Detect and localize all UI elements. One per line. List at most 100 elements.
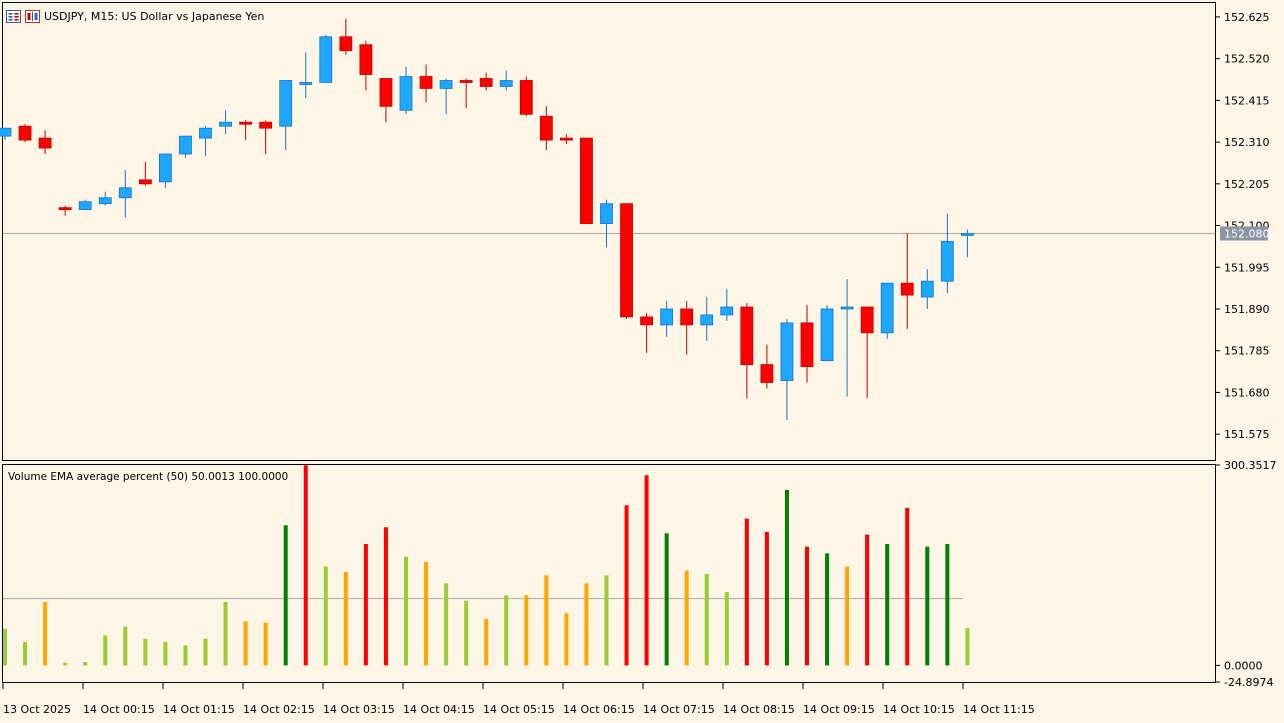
volume-bar[interactable] bbox=[865, 534, 870, 666]
volume-bar[interactable] bbox=[945, 543, 950, 666]
candle[interactable] bbox=[339, 18, 353, 55]
candle[interactable] bbox=[479, 72, 493, 91]
candle[interactable] bbox=[780, 318, 794, 421]
volume-bar[interactable] bbox=[404, 556, 408, 666]
candle[interactable] bbox=[660, 301, 674, 337]
candle[interactable] bbox=[560, 134, 573, 145]
volume-bar[interactable] bbox=[724, 591, 729, 666]
volume-bar[interactable] bbox=[744, 518, 749, 666]
volume-bar[interactable] bbox=[63, 662, 68, 666]
candle[interactable] bbox=[98, 191, 112, 206]
volume-bar[interactable] bbox=[825, 553, 830, 666]
candle[interactable] bbox=[179, 135, 192, 158]
volume-bar[interactable] bbox=[3, 628, 7, 666]
candle[interactable] bbox=[740, 303, 754, 399]
candle[interactable] bbox=[920, 269, 934, 309]
volume-bar[interactable] bbox=[444, 583, 449, 666]
volume-bar[interactable] bbox=[684, 570, 689, 666]
volume-bar[interactable] bbox=[885, 543, 890, 666]
candle[interactable] bbox=[439, 78, 453, 115]
candle[interactable] bbox=[720, 289, 734, 321]
candle[interactable] bbox=[840, 279, 854, 397]
candle[interactable] bbox=[700, 297, 714, 341]
volume-bar[interactable] bbox=[905, 507, 910, 666]
one-click-trading-icon[interactable] bbox=[25, 9, 40, 23]
candle[interactable] bbox=[78, 199, 92, 211]
volume-bar[interactable] bbox=[363, 543, 368, 666]
candle[interactable] bbox=[299, 52, 313, 99]
volume-bar[interactable] bbox=[784, 489, 789, 666]
volume-bar[interactable] bbox=[764, 531, 769, 666]
volume-bar[interactable] bbox=[584, 583, 589, 666]
candle[interactable] bbox=[259, 120, 273, 155]
volume-bar[interactable] bbox=[484, 618, 489, 666]
volume-bar[interactable] bbox=[644, 475, 649, 666]
candle[interactable] bbox=[580, 137, 593, 224]
volume-bar[interactable] bbox=[303, 465, 308, 666]
candle[interactable] bbox=[279, 80, 293, 151]
candle[interactable] bbox=[820, 305, 834, 362]
candle[interactable] bbox=[880, 282, 894, 339]
volume-bar[interactable] bbox=[504, 595, 509, 666]
volume-bar[interactable] bbox=[424, 561, 429, 666]
volume-bar[interactable] bbox=[143, 638, 148, 666]
candle[interactable] bbox=[158, 153, 172, 188]
volume-bar[interactable] bbox=[283, 525, 288, 666]
volume-bar[interactable] bbox=[323, 566, 328, 666]
candle[interactable] bbox=[0, 127, 12, 141]
volume-bar[interactable] bbox=[805, 546, 809, 666]
volume-bar[interactable] bbox=[664, 533, 669, 666]
volume-bar[interactable] bbox=[43, 602, 48, 666]
candle[interactable] bbox=[58, 205, 72, 216]
volume-bar[interactable] bbox=[965, 628, 970, 666]
candle[interactable] bbox=[900, 233, 914, 329]
candle[interactable] bbox=[118, 169, 132, 218]
candle[interactable] bbox=[138, 161, 152, 186]
volume-bar[interactable] bbox=[544, 575, 549, 666]
candle[interactable] bbox=[760, 344, 774, 389]
volume-bar[interactable] bbox=[263, 622, 268, 666]
candle[interactable] bbox=[620, 203, 633, 319]
candle[interactable] bbox=[319, 34, 333, 83]
candle[interactable] bbox=[961, 229, 974, 258]
volume-bar[interactable] bbox=[343, 571, 348, 666]
candle[interactable] bbox=[38, 130, 52, 155]
volume-pane[interactable] bbox=[2, 464, 1216, 683]
candle[interactable] bbox=[239, 120, 253, 141]
volume-bar[interactable] bbox=[624, 505, 629, 666]
volume-bar[interactable] bbox=[524, 595, 529, 666]
candle[interactable] bbox=[680, 301, 694, 355]
candle[interactable] bbox=[539, 106, 553, 151]
candle[interactable] bbox=[600, 199, 613, 248]
volume-bar[interactable] bbox=[103, 635, 108, 666]
volume-bar[interactable] bbox=[23, 642, 28, 666]
candle[interactable] bbox=[459, 78, 473, 109]
candle[interactable] bbox=[18, 124, 32, 143]
candle[interactable] bbox=[800, 305, 814, 383]
volume-bar[interactable] bbox=[564, 613, 569, 666]
candle[interactable] bbox=[219, 110, 232, 135]
volume-bar[interactable] bbox=[243, 621, 248, 666]
volume-bar[interactable] bbox=[845, 566, 850, 666]
candle[interactable] bbox=[940, 213, 954, 294]
volume-bar[interactable] bbox=[925, 546, 930, 666]
candle[interactable] bbox=[499, 70, 513, 91]
volume-bar[interactable] bbox=[383, 527, 388, 666]
candle[interactable] bbox=[519, 76, 533, 117]
volume-bar[interactable] bbox=[203, 638, 208, 666]
candle[interactable] bbox=[419, 64, 433, 103]
candle[interactable] bbox=[860, 306, 874, 399]
volume-bar[interactable] bbox=[83, 662, 88, 666]
candle[interactable] bbox=[640, 312, 653, 353]
candle[interactable] bbox=[379, 78, 393, 123]
volume-bar[interactable] bbox=[464, 600, 469, 666]
candle[interactable] bbox=[199, 126, 212, 156]
price-pane[interactable] bbox=[2, 2, 1216, 461]
chart-properties-icon[interactable] bbox=[6, 9, 21, 23]
volume-bar[interactable] bbox=[163, 642, 168, 666]
volume-bar[interactable] bbox=[704, 573, 709, 666]
candle[interactable] bbox=[399, 66, 413, 115]
volume-bar[interactable] bbox=[183, 645, 188, 666]
volume-bar[interactable] bbox=[223, 602, 228, 666]
